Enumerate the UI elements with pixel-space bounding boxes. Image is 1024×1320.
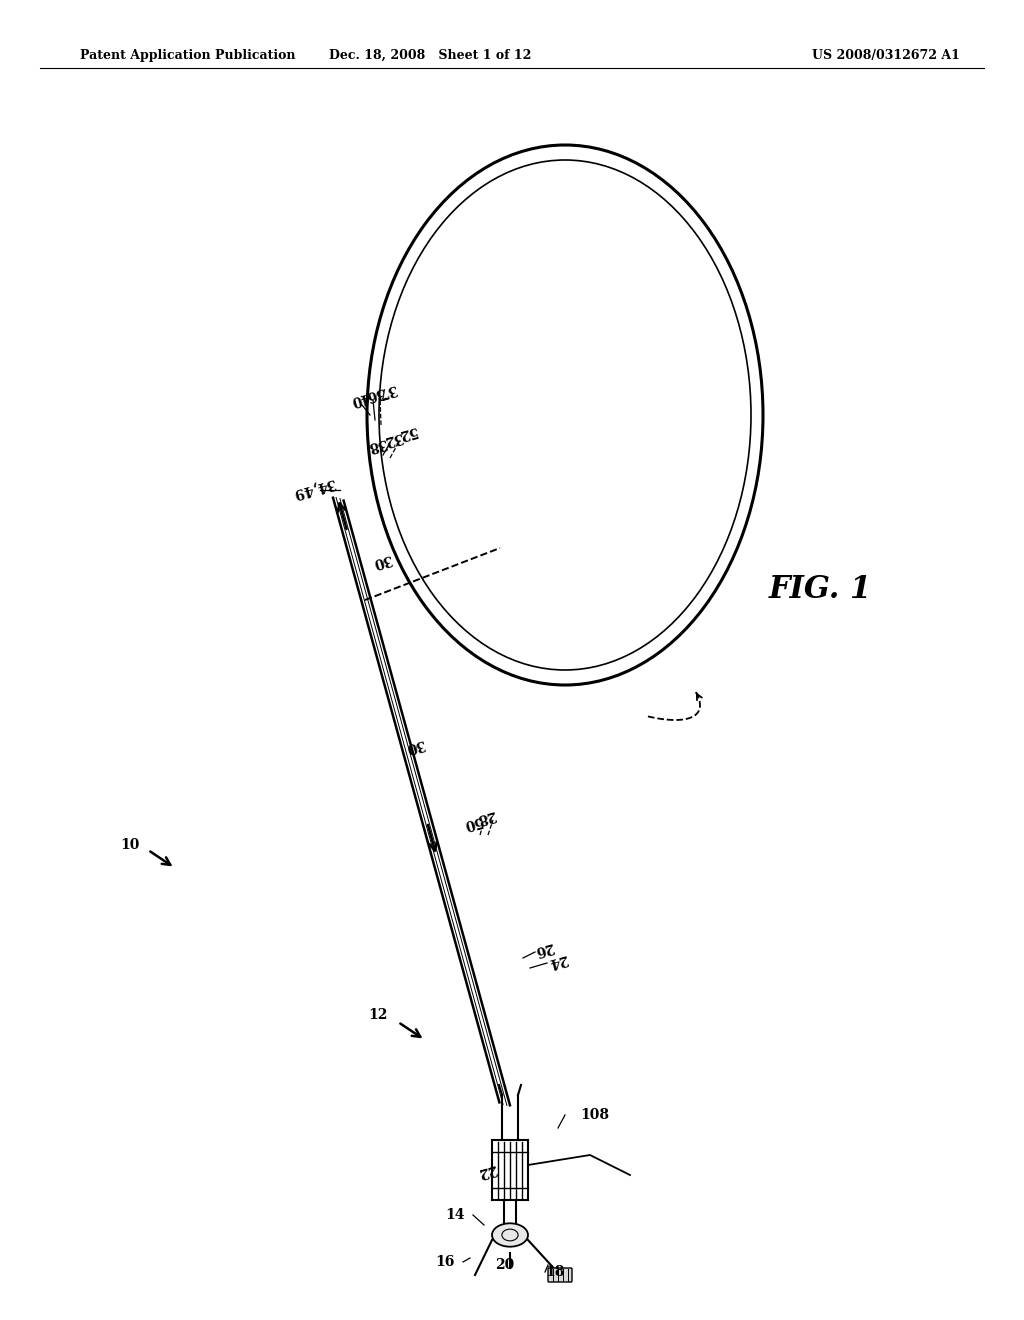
Text: 20: 20 [496, 1258, 515, 1272]
Text: Dec. 18, 2008   Sheet 1 of 12: Dec. 18, 2008 Sheet 1 of 12 [329, 49, 531, 62]
Text: 22: 22 [476, 1160, 498, 1179]
Text: 30: 30 [371, 550, 393, 569]
Text: 30: 30 [403, 735, 426, 754]
Text: 18: 18 [546, 1265, 564, 1279]
Ellipse shape [492, 1224, 528, 1246]
Text: 16: 16 [435, 1255, 455, 1269]
Text: 50: 50 [461, 813, 483, 832]
Text: 40: 40 [349, 388, 371, 408]
Text: 10: 10 [121, 838, 140, 851]
Text: 52: 52 [396, 422, 418, 441]
Text: 37: 37 [376, 380, 398, 400]
Text: 24: 24 [547, 950, 569, 969]
Text: Patent Application Publication: Patent Application Publication [80, 49, 296, 62]
Text: US 2008/0312672 A1: US 2008/0312672 A1 [812, 49, 961, 62]
Text: 32: 32 [382, 429, 404, 447]
Text: 28: 28 [475, 807, 497, 825]
Text: 12: 12 [369, 1008, 388, 1022]
Text: 34,49: 34,49 [291, 475, 337, 500]
Text: 14: 14 [445, 1208, 465, 1222]
Text: 108: 108 [580, 1107, 609, 1122]
FancyBboxPatch shape [548, 1269, 572, 1282]
Text: 26: 26 [532, 939, 555, 957]
Text: 36: 36 [364, 384, 386, 403]
Text: 38: 38 [366, 434, 388, 453]
Text: FIG. 1: FIG. 1 [768, 574, 871, 606]
